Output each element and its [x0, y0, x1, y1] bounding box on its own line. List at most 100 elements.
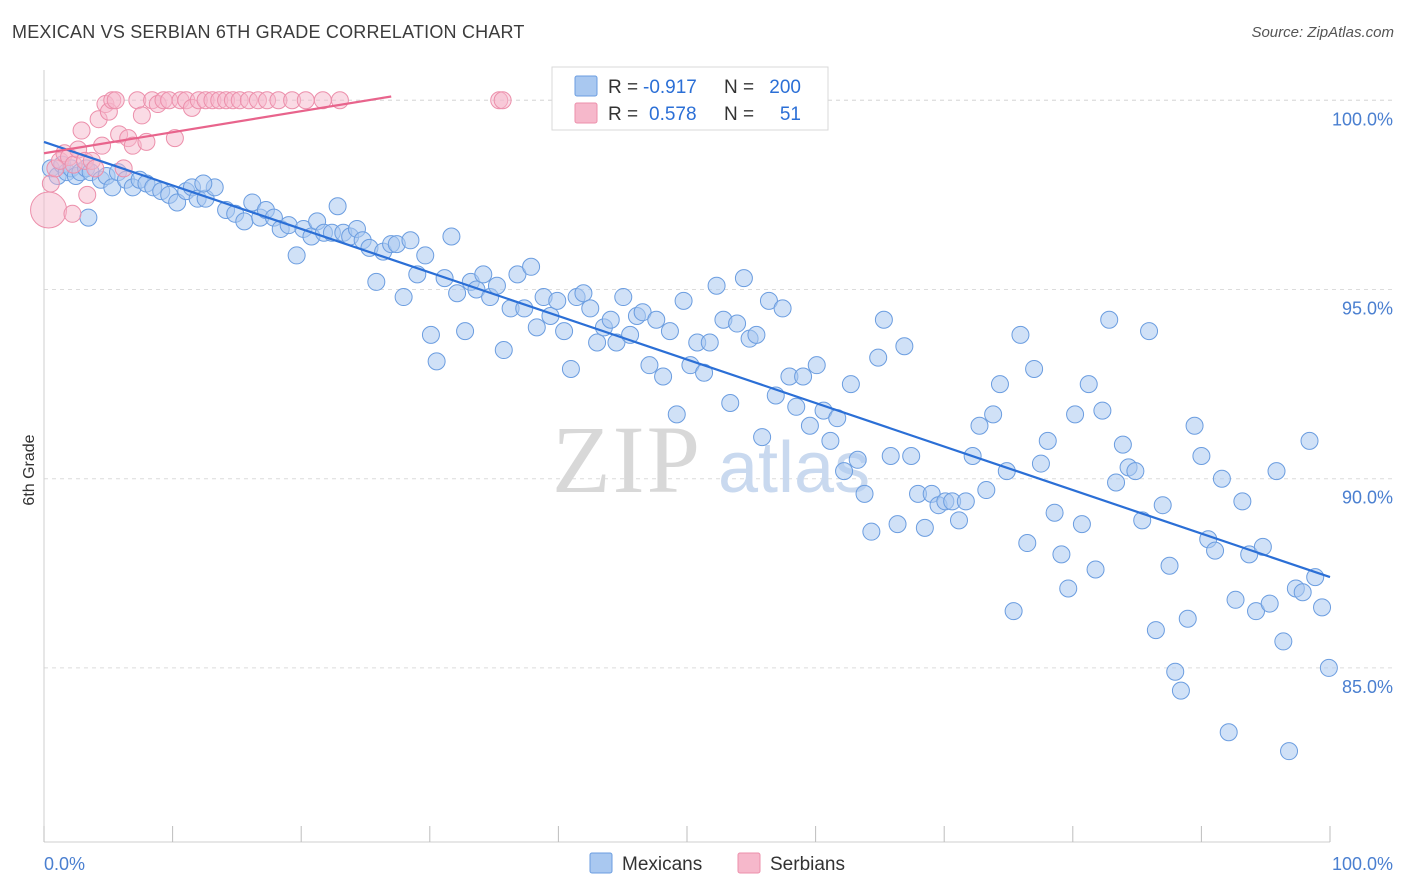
legend-n-value-2: 51 — [780, 104, 801, 125]
mexicans-point — [640, 356, 659, 375]
mexicans-point — [707, 276, 726, 295]
mexicans-point — [1140, 322, 1159, 341]
legend-n-value-1: 200 — [769, 77, 801, 98]
mexicans-point — [888, 515, 907, 534]
mexicans-point — [855, 484, 874, 503]
mexicans-point — [1045, 503, 1064, 522]
legend-n-label-2: N = — [724, 104, 754, 125]
mexicans-point — [1219, 723, 1238, 742]
y-tick-label: 95.0% — [1342, 298, 1393, 318]
mexicans-point — [990, 375, 1009, 394]
mexicans-point — [895, 337, 914, 356]
serbians-point — [63, 204, 82, 223]
y-tick-label: 85.0% — [1342, 677, 1393, 697]
mexicans-point — [1313, 598, 1332, 617]
mexicans-point — [328, 197, 347, 216]
mexicans-point — [753, 428, 772, 447]
mexicans-point — [660, 322, 679, 341]
mexicans-point — [1267, 462, 1286, 481]
y-tick-labels: 85.0% 90.0% 95.0% 100.0% — [1332, 109, 1393, 697]
series-legend-swatch-serbians — [737, 852, 761, 874]
serbians-point — [296, 91, 315, 110]
watermark-zip: ZIP — [552, 406, 702, 513]
mexicans-point — [956, 492, 975, 511]
watermark: ZIP atlas — [552, 406, 870, 513]
serbians-trend-line — [43, 95, 392, 155]
x-tick-label-max: 100.0% — [1332, 854, 1393, 874]
mexicans-point — [1059, 579, 1078, 598]
mexicans-point — [548, 291, 567, 310]
mexicans-point — [728, 314, 747, 333]
serbians-point — [41, 174, 60, 193]
mexicans-point — [401, 231, 420, 250]
mexicans-point — [1247, 602, 1266, 621]
stats-legend-frame — [551, 66, 829, 131]
mexicans-point — [1166, 662, 1185, 681]
mexicans-point — [984, 405, 1003, 424]
mexicans-point — [1206, 541, 1225, 560]
mexicans-point — [1113, 435, 1132, 454]
mexicans-point — [807, 356, 826, 375]
mexicans-point — [787, 397, 806, 416]
mexicans-point — [881, 447, 900, 465]
grid-lines — [44, 99, 1394, 669]
mexicans-point — [949, 511, 968, 530]
mexicans-point — [508, 265, 527, 284]
serbians-point — [493, 91, 512, 110]
mexicans-point — [794, 367, 813, 386]
mexicans-point — [835, 462, 854, 481]
legend-swatch-mexicans — [574, 75, 598, 97]
serbians-point — [30, 191, 68, 229]
mexicans-point — [487, 276, 506, 295]
stats-legend: R = -0.917 N = 200 R = 0.578 N = 51 — [551, 66, 829, 131]
serbians-point — [106, 91, 125, 110]
mexicans-point — [1107, 473, 1126, 492]
serbians-point — [78, 185, 97, 204]
mexicans-point — [1004, 602, 1023, 621]
mexicans-point — [667, 405, 686, 424]
mexicans-point — [1031, 454, 1050, 473]
mexicans-point — [1178, 609, 1197, 628]
mexicans-point — [427, 352, 446, 371]
mexicans-point — [681, 356, 700, 375]
mexicans-point — [416, 246, 435, 265]
mexicans-point — [759, 291, 778, 310]
series-legend-swatch-mexicans — [589, 852, 613, 874]
source-label: Source: ZipAtlas.com — [1251, 24, 1394, 41]
y-tick-label: 100.0% — [1332, 109, 1393, 129]
mexicans-point — [1319, 658, 1338, 677]
x-tick-labels: 0.0% 100.0% — [44, 854, 1393, 874]
mexicans-point — [561, 359, 580, 378]
serbians-point — [132, 106, 151, 125]
mexicans-point — [647, 310, 666, 329]
chart-title: MEXICAN VS SERBIAN 6TH GRADE CORRELATION… — [12, 22, 525, 42]
mexicans-point — [1126, 462, 1145, 481]
mexicans-point — [243, 193, 262, 212]
mexicans-point — [574, 284, 593, 303]
mexicans-point — [1185, 416, 1204, 435]
mexicans-point — [1086, 560, 1105, 579]
mexicans-point — [874, 310, 893, 329]
x-tick-label-min: 0.0% — [44, 854, 85, 874]
mexicans-point — [601, 310, 620, 329]
mexicans-point — [394, 288, 413, 307]
mexicans-point — [1226, 590, 1245, 609]
mexicans-point — [1160, 556, 1179, 575]
mexicans-point — [555, 322, 574, 341]
series-legend-label-mexicans: Mexicans — [622, 854, 702, 875]
legend-r-value-2: 0.578 — [649, 104, 697, 125]
mexicans-point — [442, 227, 461, 246]
mexicans-point — [1192, 447, 1211, 465]
mexicans-point — [474, 265, 493, 284]
mexicans-point — [1274, 632, 1293, 651]
serbians-point — [72, 121, 91, 140]
mexicans-point — [494, 341, 513, 360]
mexicans-point — [367, 272, 386, 291]
mexicans-point — [79, 208, 98, 227]
mexicans-point — [1146, 621, 1165, 640]
mexicans-point — [1260, 594, 1279, 613]
series-legend: Mexicans Serbians — [589, 852, 845, 875]
legend-r-label-2: R = — [608, 104, 638, 125]
mexicans-point — [1093, 401, 1112, 420]
